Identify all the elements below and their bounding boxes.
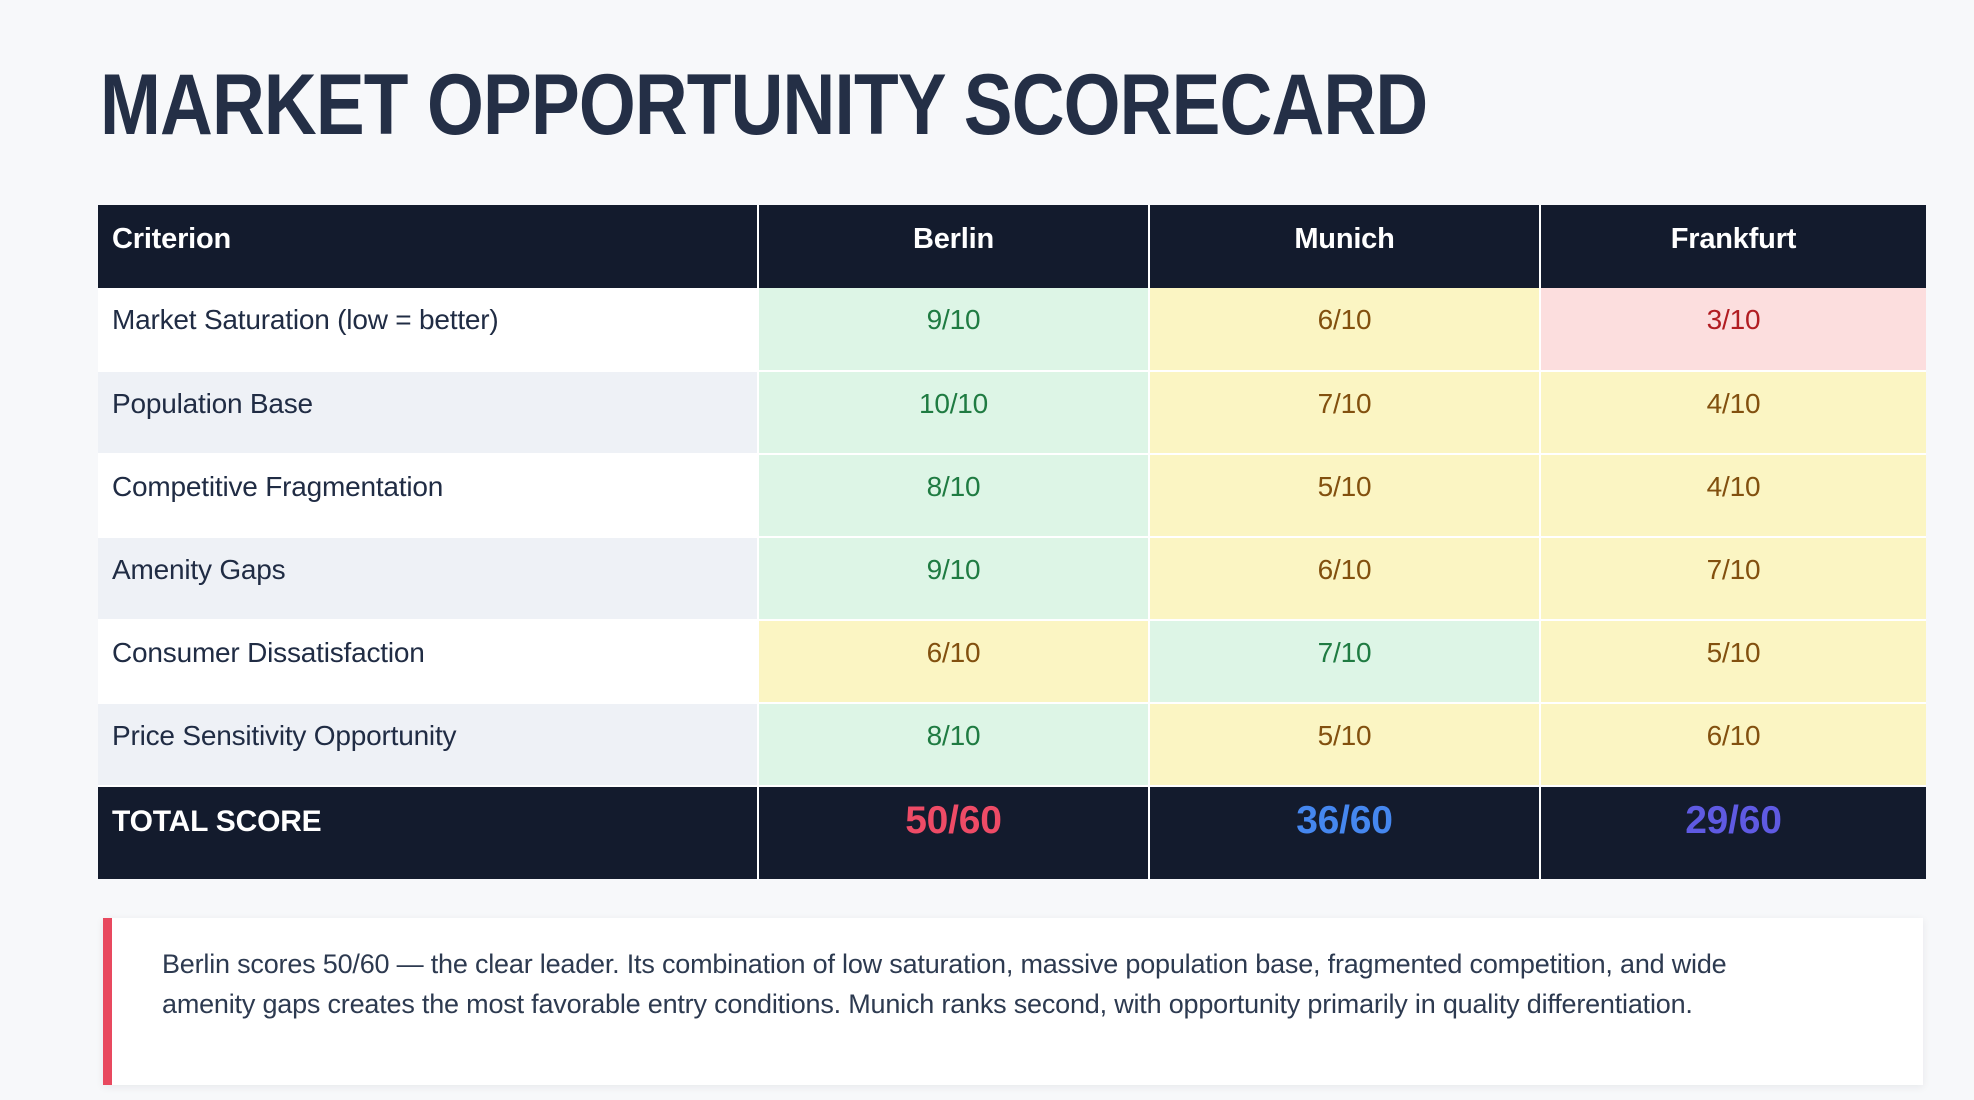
score-cell: 6/10 xyxy=(1540,703,1926,787)
score-cell: 8/10 xyxy=(758,454,1150,538)
score-cell: 7/10 xyxy=(1149,620,1541,704)
table-row: Amenity Gaps 9/10 6/10 7/10 xyxy=(98,537,1926,621)
score-cell: 6/10 xyxy=(1149,288,1541,372)
score-cell: 5/10 xyxy=(1540,620,1926,704)
total-row: TOTAL SCORE 50/60 36/60 29/60 xyxy=(98,786,1926,879)
score-cell: 9/10 xyxy=(758,288,1150,372)
total-label: TOTAL SCORE xyxy=(98,786,759,879)
total-score-berlin: 50/60 xyxy=(758,786,1150,879)
score-cell: 10/10 xyxy=(758,371,1150,455)
summary-text: Berlin scores 50/60 — the clear leader. … xyxy=(162,949,1727,1019)
table-row: Consumer Dissatisfaction 6/10 7/10 5/10 xyxy=(98,620,1926,704)
column-header-criterion: Criterion xyxy=(98,205,759,288)
column-header-frankfurt: Frankfurt xyxy=(1540,205,1926,288)
page-title: MARKET OPPORTUNITY SCORECARD xyxy=(100,57,1428,153)
header-row: Criterion Berlin Munich Frankfurt xyxy=(98,205,1926,288)
column-header-munich: Munich xyxy=(1149,205,1541,288)
criterion-label: Competitive Fragmentation xyxy=(98,454,759,538)
score-cell: 5/10 xyxy=(1149,454,1541,538)
criterion-label: Population Base xyxy=(98,371,759,455)
table-row: Market Saturation (low = better) 9/10 6/… xyxy=(98,288,1926,372)
scorecard-table: Criterion Berlin Munich Frankfurt Market… xyxy=(98,205,1926,879)
total-score-frankfurt: 29/60 xyxy=(1540,786,1926,879)
score-cell: 9/10 xyxy=(758,537,1150,621)
score-cell: 3/10 xyxy=(1540,288,1926,372)
score-cell: 6/10 xyxy=(758,620,1150,704)
score-cell: 8/10 xyxy=(758,703,1150,787)
total-score-munich: 36/60 xyxy=(1149,786,1541,879)
table-row: Population Base 10/10 7/10 4/10 xyxy=(98,371,1926,455)
summary-callout: Berlin scores 50/60 — the clear leader. … xyxy=(103,918,1923,1085)
score-cell: 5/10 xyxy=(1149,703,1541,787)
column-header-berlin: Berlin xyxy=(758,205,1150,288)
score-cell: 6/10 xyxy=(1149,537,1541,621)
score-cell: 7/10 xyxy=(1149,371,1541,455)
table-row: Competitive Fragmentation 8/10 5/10 4/10 xyxy=(98,454,1926,538)
score-cell: 7/10 xyxy=(1540,537,1926,621)
table-row: Price Sensitivity Opportunity 8/10 5/10 … xyxy=(98,703,1926,787)
criterion-label: Market Saturation (low = better) xyxy=(98,288,759,372)
criterion-label: Amenity Gaps xyxy=(98,537,759,621)
score-cell: 4/10 xyxy=(1540,454,1926,538)
criterion-label: Price Sensitivity Opportunity xyxy=(98,703,759,787)
criterion-label: Consumer Dissatisfaction xyxy=(98,620,759,704)
score-cell: 4/10 xyxy=(1540,371,1926,455)
